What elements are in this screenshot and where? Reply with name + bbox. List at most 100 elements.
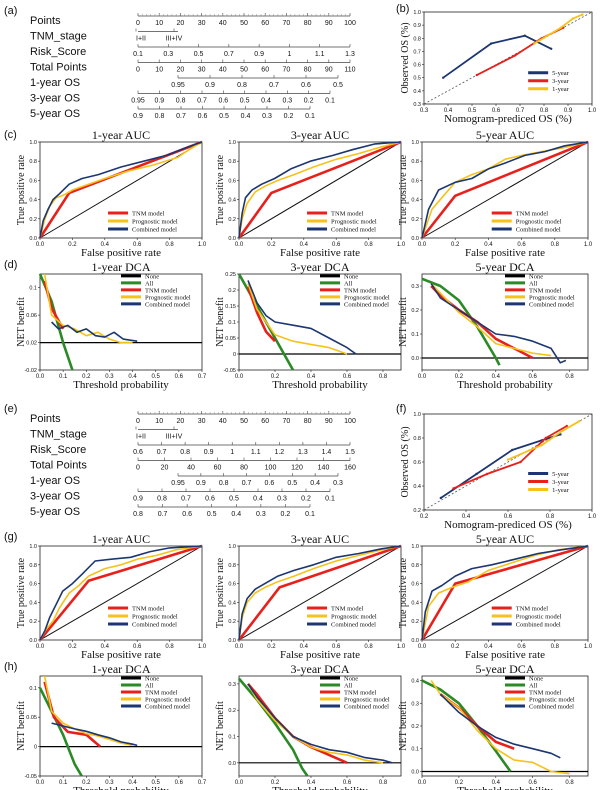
- x-axis-label: False positive rate: [465, 247, 545, 259]
- nomogram-tick-label: 40: [219, 418, 227, 425]
- x-tick-label: 0.3: [105, 374, 114, 380]
- x-tick-label: 0.2: [68, 242, 77, 248]
- legend-label: Combined model: [529, 301, 574, 308]
- nomogram-tick-label: 80: [304, 20, 312, 27]
- x-tick-label: 0.2: [455, 780, 464, 786]
- y-tick-label: 0.8: [413, 36, 421, 42]
- x-axis-label: False positive rate: [280, 649, 360, 661]
- nomogram-tick-label: 100: [344, 20, 356, 27]
- legend-label: Combined model: [132, 227, 177, 234]
- nomogram-tick-label: 0.7: [242, 480, 252, 487]
- series-prognostic-model: [247, 283, 348, 355]
- panel-label: (d): [4, 259, 17, 271]
- series-combined-model: [238, 545, 402, 641]
- legend-label: Prognostic model: [529, 697, 575, 704]
- legend-label: TNM model: [516, 606, 549, 613]
- panel-label: (f): [396, 403, 406, 415]
- x-tick-label: 0.0: [418, 242, 427, 248]
- chart-d2: 3-year DCA 0.0 0.2 0.4 0.6 0.8 -0.05 0 0.05 0.1 0.…: [215, 260, 402, 391]
- series-combined-model: [421, 545, 589, 641]
- x-tick-label: 1.0: [397, 644, 406, 650]
- series-tnm-model: [38, 544, 203, 641]
- legend-label: Prognostic model: [344, 294, 390, 301]
- y-tick-label: 0.2: [413, 508, 421, 514]
- series-combined-model: [39, 545, 203, 641]
- data-point: [485, 472, 489, 476]
- nomogram-tick-label: 0.3: [333, 480, 343, 487]
- y-tick-label: 0.05: [225, 336, 236, 342]
- nomogram-tick-label: 0.6: [198, 113, 208, 120]
- x-axis-label: Threshold probability: [457, 785, 553, 790]
- data-point: [439, 496, 442, 500]
- x-axis-label: Threshold probability: [73, 379, 169, 391]
- x-tick-label: 0.4: [484, 644, 493, 650]
- nomogram-tick-label: 100: [344, 418, 356, 425]
- y-tick-label: 0.0: [411, 769, 419, 775]
- nomogram-tick-label: 0.6: [301, 82, 311, 89]
- legend-label: All: [529, 683, 538, 690]
- series-prognostic-model: [247, 683, 384, 764]
- x-tick-label: 1.0: [198, 242, 207, 248]
- legend-label: None: [344, 676, 358, 683]
- x-tick-label: 0.2: [82, 374, 91, 380]
- plot-frame: [238, 273, 402, 371]
- y-tick-label: 0.0: [228, 236, 236, 242]
- legend-label: None: [344, 273, 358, 280]
- x-tick-label: 0.5: [152, 780, 161, 786]
- x-axis-label: Threshold probability: [73, 785, 169, 790]
- nomogram-tick-label: 0.7: [176, 113, 186, 120]
- data-point: [565, 424, 568, 428]
- y-tick-label: 0.1: [228, 735, 236, 741]
- nomogram-tick-label: 0: [136, 418, 140, 425]
- series-all: [421, 277, 501, 366]
- y-axis-label: NET benefit: [16, 701, 27, 751]
- y-tick-label: 0: [34, 745, 37, 751]
- y-tick-label: 0.25: [225, 272, 236, 278]
- x-tick-label: 0.0: [36, 374, 45, 380]
- nomogram-row-label: 3-year OS: [30, 491, 80, 503]
- data-point: [571, 17, 574, 20]
- legend-label: Combined model: [344, 704, 389, 711]
- series-prognostic-model: [238, 141, 402, 239]
- series-tnm-model: [420, 544, 589, 641]
- y-axis-label: True positive rate: [16, 154, 27, 225]
- x-tick-label: 0.7: [516, 108, 525, 114]
- chart-c3: 5-year AUC 0.0 0.2 0.4 0.6 0.8 1.0 0.0 0.2 0.4 0.6…: [398, 128, 593, 259]
- y-tick-label: 0.1: [411, 747, 419, 753]
- x-tick-label: 0.8: [565, 374, 574, 380]
- nomogram-tick-label: 0.95: [131, 98, 145, 105]
- nomogram-tick-label: 0.9: [204, 449, 214, 456]
- legend-label: Combined model: [529, 704, 574, 711]
- y-tick-label: 1.0: [228, 544, 236, 550]
- legend-label: All: [145, 683, 154, 690]
- x-tick-label: 0.8: [551, 644, 560, 650]
- nomogram-row-label: Points: [30, 413, 61, 425]
- x-axis-label: False positive rate: [81, 649, 161, 661]
- nomogram-tick-label: 0.2: [301, 496, 311, 503]
- nomogram-tick-label: 0.6: [218, 98, 228, 105]
- nomogram-tick-label: 90: [325, 67, 333, 74]
- nomogram-tick-label: 0.6: [205, 496, 215, 503]
- y-tick-label: 0.6: [413, 460, 421, 466]
- x-tick-label: 0.6: [133, 242, 142, 248]
- y-axis-label: NET benefit: [215, 701, 226, 751]
- x-tick-label: 0.6: [528, 780, 537, 786]
- x-tick-label: 0.1: [59, 374, 68, 380]
- series-tnm-model: [237, 544, 402, 641]
- x-tick-label: 1.0: [584, 644, 593, 650]
- legend-label: Combined model: [516, 622, 561, 629]
- data-point: [475, 73, 478, 77]
- x-tick-label: 0.2: [451, 644, 460, 650]
- x-tick-label: 0.0: [235, 242, 244, 248]
- nomogram-tick-label: 0.4: [241, 113, 251, 120]
- x-tick-label: 0.7: [198, 374, 207, 380]
- plot-frame: [421, 273, 589, 371]
- nomogram-tick-label: 0.5: [219, 113, 229, 120]
- series-prognostic-model: [39, 545, 203, 641]
- nomogram-tick-label: I+II: [136, 36, 146, 43]
- y-tick-label: 1.0: [29, 544, 37, 550]
- nomogram-tick-label: 0.7: [158, 511, 168, 518]
- y-tick-label: 0.2: [29, 619, 37, 625]
- x-tick-label: 0.6: [528, 374, 537, 380]
- x-tick-label: 0.0: [235, 644, 244, 650]
